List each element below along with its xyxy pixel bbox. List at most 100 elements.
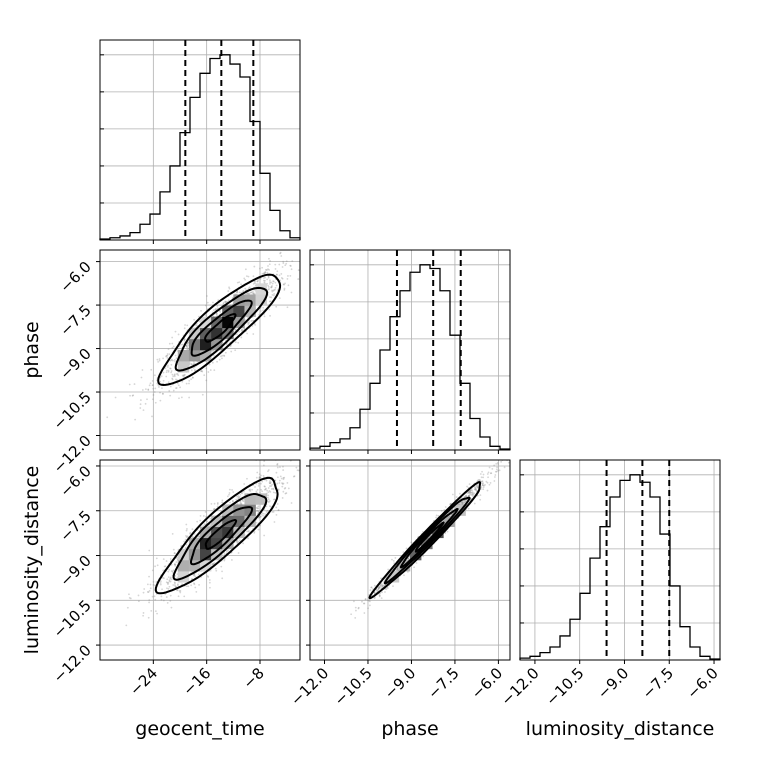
sample-point [281, 483, 284, 485]
sample-point [270, 296, 273, 299]
sample-point [244, 287, 247, 290]
sample-point [167, 583, 169, 586]
sample-point [470, 491, 472, 494]
sample-point [154, 401, 157, 404]
sample-point [273, 289, 275, 291]
density-cell [177, 361, 190, 373]
sample-point [262, 277, 265, 279]
sample-point [176, 584, 179, 587]
sample-point [396, 567, 399, 569]
sample-point [162, 569, 165, 572]
sample-point [259, 524, 262, 527]
sample-point [435, 516, 437, 519]
sample-point [284, 492, 287, 495]
sample-point [213, 507, 216, 510]
sample-point [249, 490, 252, 492]
sample-point [179, 590, 182, 592]
sample-point [167, 581, 170, 584]
sample-point [152, 394, 155, 396]
sample-point [254, 280, 256, 283]
sample-point [270, 286, 273, 289]
sample-point [480, 486, 483, 489]
density-cell [244, 493, 256, 505]
sample-point [495, 470, 498, 473]
sample-point [270, 485, 273, 487]
sample-point [162, 558, 165, 561]
sample-point [190, 369, 193, 372]
density-cell [222, 537, 234, 550]
sample-point [268, 269, 270, 271]
sample-point [215, 313, 218, 316]
sample-point [255, 490, 258, 493]
sample-point [159, 580, 162, 583]
sample-point [264, 272, 266, 275]
sample-point [473, 502, 476, 505]
sample-point [243, 277, 246, 280]
sample-point [258, 476, 261, 478]
sample-point [202, 515, 205, 517]
sample-point [243, 327, 246, 330]
sample-point [210, 502, 213, 505]
sample-point [443, 509, 446, 511]
sample-point [185, 523, 188, 526]
sample-point [378, 585, 380, 588]
sample-point [183, 338, 186, 341]
sample-point [407, 557, 410, 560]
density-panel-phase-luminosity_distance [306, 459, 511, 664]
sample-point [233, 328, 236, 331]
sample-point [147, 616, 150, 619]
density-cell [188, 560, 201, 572]
sample-point [474, 487, 477, 490]
sample-point [170, 578, 173, 581]
sample-point [231, 559, 233, 561]
sample-point [494, 470, 497, 473]
density-cell [222, 515, 234, 527]
sample-point [476, 485, 478, 488]
sample-point [141, 369, 144, 371]
sample-point [228, 488, 231, 491]
sample-point [236, 495, 238, 498]
panel-frame [99, 249, 301, 451]
sample-point [350, 613, 353, 616]
sample-point [173, 373, 176, 376]
sample-point [260, 310, 262, 312]
sample-point [273, 294, 275, 297]
sample-point [190, 584, 193, 587]
sample-point [301, 482, 303, 484]
sample-point [497, 469, 499, 472]
sample-point [258, 477, 261, 479]
sample-point [266, 271, 269, 274]
sample-point [202, 524, 205, 527]
sample-point [297, 469, 300, 472]
sample-point [216, 503, 219, 505]
sample-point [177, 384, 180, 387]
sample-point [379, 583, 382, 586]
sample-point [167, 576, 170, 579]
sample-point [155, 581, 158, 583]
sample-point [403, 574, 405, 577]
sample-point [368, 604, 371, 607]
sample-point [174, 585, 177, 588]
sample-point [147, 591, 150, 594]
sample-point [479, 473, 482, 475]
sample-point [174, 564, 177, 567]
sample-point [279, 466, 281, 468]
sample-point [169, 394, 172, 397]
sample-point [242, 500, 245, 503]
sample-point [253, 280, 256, 283]
sample-point [290, 502, 293, 504]
density-cell [211, 316, 223, 329]
sample-point [482, 486, 485, 489]
sample-point [167, 587, 170, 590]
sample-point [216, 307, 219, 310]
sample-point [472, 493, 475, 496]
sample-point [223, 552, 226, 554]
sample-point [241, 328, 243, 331]
sample-point [297, 278, 300, 280]
sample-point [205, 379, 208, 382]
sample-point [178, 590, 181, 592]
sample-point [282, 482, 285, 485]
sample-point [154, 584, 156, 587]
sample-point [435, 514, 438, 517]
sample-point [482, 473, 485, 476]
